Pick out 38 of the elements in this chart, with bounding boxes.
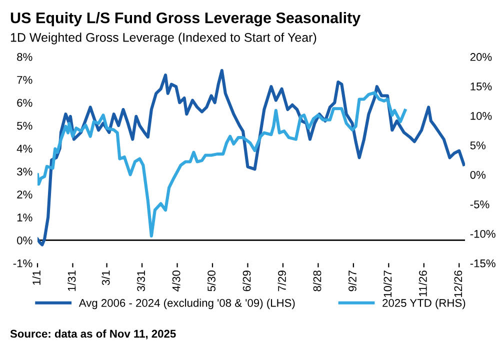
line-series: [38, 91, 407, 238]
y-tick-label: -1%: [13, 259, 32, 268]
y2-tick-label: -10%: [470, 230, 496, 238]
x-tick-label: 8/28: [313, 270, 322, 292]
y2-tick-label: 20%: [470, 53, 492, 61]
x-tick-label: 3/1: [102, 270, 110, 286]
y-tick-label: 4%: [16, 144, 32, 153]
chart-title: US Equity L/S Fund Gross Leverage Seasonality: [10, 12, 361, 26]
x-tick-label: 7/29: [278, 270, 286, 292]
x-tick-label: 12/26: [454, 270, 462, 298]
y2-tick-label: 10%: [470, 112, 492, 120]
source-note: Source: data as of Nov 11, 2025: [10, 330, 176, 340]
y-tick-label: 5%: [17, 122, 32, 130]
chart-subtitle: 1D Weighted Gross Leverage (Indexed to Start of Year): [10, 32, 316, 44]
x-tick-label: 9/27: [348, 270, 356, 292]
line-series: [38, 68, 465, 246]
x-tick-label: 1/1: [32, 270, 40, 285]
x-tick-label: 3/31: [136, 270, 146, 292]
y2-tick-label: -15%: [470, 259, 496, 268]
x-tick-label: 11/26: [418, 270, 427, 296]
y-tick-label: 7%: [17, 76, 32, 84]
y-tick-label: 6%: [17, 98, 32, 107]
y-tick-label: 2%: [17, 190, 32, 198]
y-tick-label: 8%: [17, 53, 32, 61]
x-tick-label: 6/29: [242, 270, 251, 292]
legend-label: 2025 YTD (RHS): [382, 298, 466, 310]
x-tick-label: 10/27: [383, 270, 392, 298]
y-tick-label: 0%: [17, 236, 32, 244]
y2-tick-label: 0%: [470, 170, 486, 179]
legend-label: Avg 2006 - 2024 (excluding '08 & '09) (LHS): [78, 298, 295, 310]
y2-tick-label: 15%: [470, 82, 492, 90]
x-tick-label: 5/30: [207, 270, 216, 292]
y2-tick-label: -5%: [470, 200, 490, 208]
y2-tick-label: 5%: [470, 142, 486, 150]
y-tick-label: 3%: [17, 168, 32, 176]
y-tick-label: 1%: [17, 214, 32, 222]
x-tick-label: 1/31: [68, 270, 76, 291]
x-tick-label: 4/30: [172, 270, 180, 292]
